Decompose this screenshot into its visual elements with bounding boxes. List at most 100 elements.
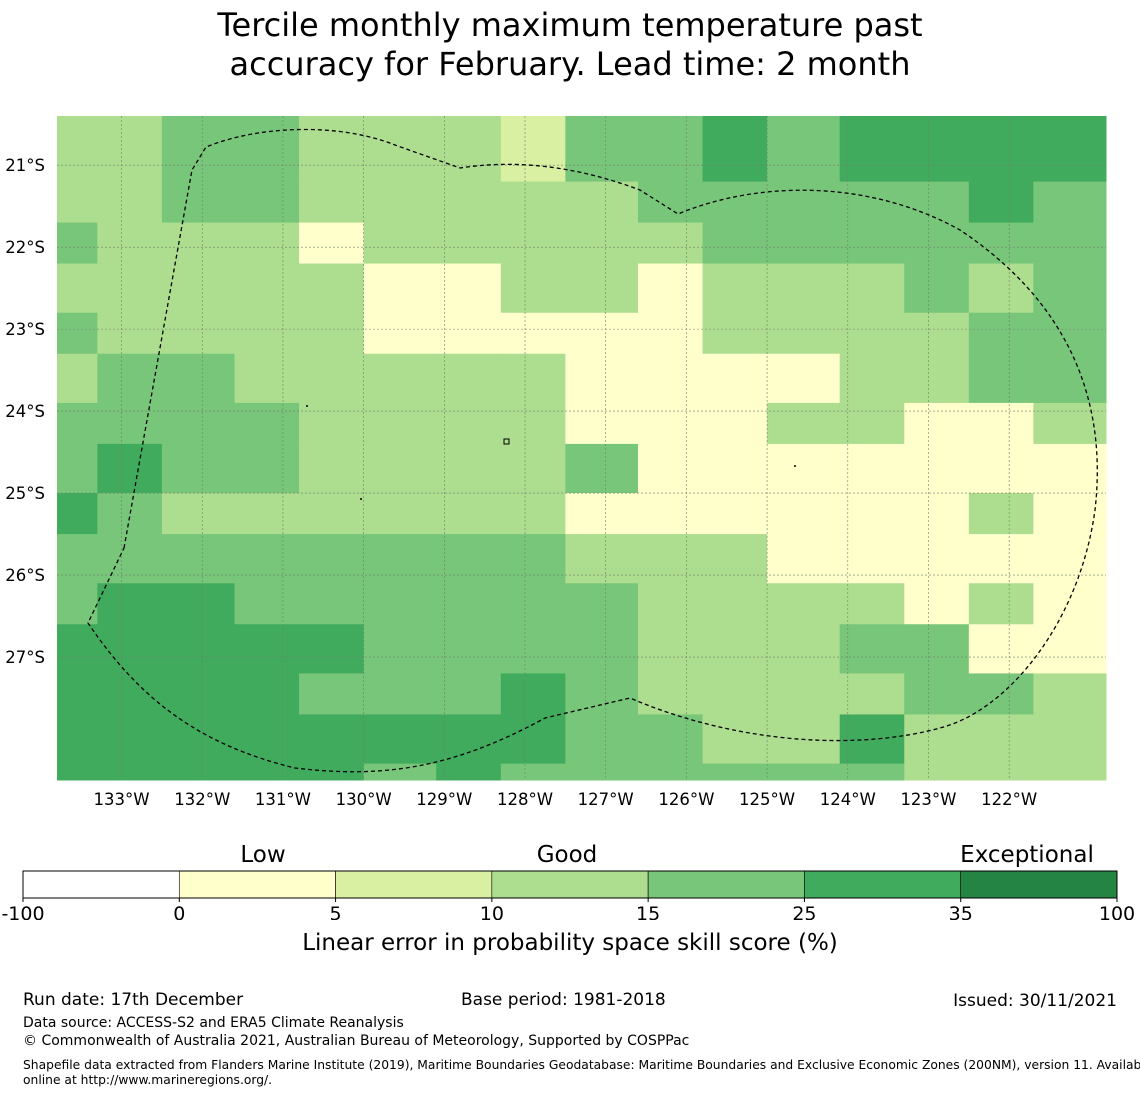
colorbar-tick-label: -100 — [1, 903, 44, 920]
heatmap-cell — [565, 402, 639, 445]
heatmap-cell — [500, 493, 566, 535]
heatmap-cell — [702, 493, 768, 535]
heatmap-cell — [565, 534, 639, 584]
heatmap-cell — [234, 714, 300, 765]
heatmap-cell — [234, 222, 300, 265]
heatmap-cell — [299, 534, 365, 584]
x-tick-label: 123°W — [900, 790, 956, 809]
heatmap-cell — [57, 493, 98, 535]
heatmap-cell — [97, 583, 163, 625]
heatmap-cell — [363, 493, 437, 535]
island-marker — [794, 465, 796, 467]
heatmap-cell — [637, 402, 704, 445]
heatmap-cell — [436, 181, 502, 224]
heatmap-cell — [500, 181, 566, 224]
heatmap-cell — [500, 624, 566, 674]
heatmap-cell — [637, 493, 704, 535]
heatmap-cell — [968, 222, 1034, 265]
heatmap-cell — [968, 263, 1034, 314]
heatmap-cell — [637, 222, 704, 265]
heatmap-cell — [767, 222, 841, 265]
heatmap-cell — [637, 312, 704, 355]
heatmap-cell — [57, 534, 98, 584]
heatmap-cell — [565, 181, 639, 224]
heatmap-cell — [299, 263, 365, 314]
heatmap-cell — [57, 222, 98, 265]
heatmap-cell — [57, 714, 98, 765]
heatmap-cell — [637, 763, 704, 781]
heatmap-cell — [702, 714, 768, 765]
heatmap-cell — [299, 222, 365, 265]
heatmap-cell — [234, 116, 300, 183]
heatmap-cell — [57, 673, 98, 715]
heatmap-cell — [767, 116, 841, 183]
heatmap-cell — [500, 583, 566, 625]
heatmap-cell — [565, 763, 639, 781]
heatmap-cell — [161, 714, 236, 765]
heatmap-cell — [767, 763, 841, 781]
heatmap-cell — [968, 763, 1034, 781]
heatmap-cell — [161, 624, 236, 674]
heatmap-cell — [57, 353, 98, 404]
heatmap-cell — [436, 353, 502, 404]
heatmap-cell — [1033, 673, 1107, 715]
heatmap-cell — [839, 673, 905, 715]
issued-date: Issued: 30/11/2021 — [953, 991, 1117, 1011]
heatmap-cell — [702, 353, 768, 404]
colorbar-box — [647, 870, 805, 899]
colorbar-box — [22, 870, 180, 899]
heatmap-cell — [1033, 493, 1107, 535]
x-tick-label: 125°W — [739, 790, 795, 809]
heatmap-cell — [565, 624, 639, 674]
heatmap-cell — [637, 673, 704, 715]
heatmap-cell — [97, 263, 163, 314]
heatmap-cell — [839, 493, 905, 535]
heatmap-cell — [702, 116, 768, 183]
heatmap-cell — [767, 624, 841, 674]
heatmap-cell — [363, 222, 437, 265]
heatmap-cell — [968, 402, 1034, 445]
heatmap-cell — [363, 673, 437, 715]
data-source: Data source: ACCESS-S2 and ERA5 Climate … — [23, 1015, 404, 1031]
heatmap-cell — [500, 312, 566, 355]
heatmap-cell — [97, 443, 163, 494]
heatmap-cell — [436, 673, 502, 715]
colorbar-boxes — [22, 870, 1118, 899]
heatmap-cell — [161, 222, 236, 265]
heatmap-cell — [299, 116, 365, 183]
heatmap-cell — [767, 312, 841, 355]
heatmap-cell — [299, 443, 365, 494]
heatmap-cell — [57, 402, 98, 445]
heatmap-cell — [1033, 402, 1107, 445]
heatmap-cell — [968, 443, 1034, 494]
heatmap-cell — [637, 714, 704, 765]
heatmap-cell — [1033, 181, 1107, 224]
heatmap-cell — [234, 624, 300, 674]
heatmap-cell — [1033, 353, 1107, 404]
heatmap-cell — [161, 583, 236, 625]
heatmap-cell — [702, 763, 768, 781]
heatmap-cell — [363, 402, 437, 445]
heatmap-cell — [767, 673, 841, 715]
heatmap-cell — [299, 673, 365, 715]
heatmap-cell — [1033, 116, 1107, 183]
heatmap-cell — [637, 443, 704, 494]
chart-title: Tercile monthly maximum temperature past… — [0, 6, 1140, 84]
heatmap-cell — [500, 714, 566, 765]
x-tick-label: 127°W — [578, 790, 634, 809]
heatmap-cell — [1033, 624, 1107, 674]
heatmap-cell — [1033, 222, 1107, 265]
heatmap-cell — [565, 673, 639, 715]
heatmap-cell — [161, 353, 236, 404]
heatmap-cell — [702, 534, 768, 584]
heatmap-cell — [436, 624, 502, 674]
heatmap-cell — [161, 493, 236, 535]
island-marker — [503, 438, 510, 445]
heatmap-cell — [565, 714, 639, 765]
heatmap-cell — [500, 263, 566, 314]
heatmap-cell — [97, 116, 163, 183]
x-tick-label: 132°W — [174, 790, 230, 809]
map-plot: 133°W 132°W 131°W 130°W 129°W 128°W 127°W 126°W… — [5, 116, 1107, 809]
heatmap-cell — [1033, 583, 1107, 625]
heatmap-cell — [637, 583, 704, 625]
